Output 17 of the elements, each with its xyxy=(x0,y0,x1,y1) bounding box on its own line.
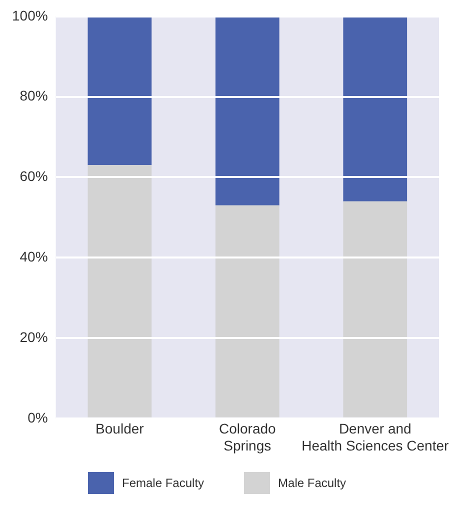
y-tick-label: 80% xyxy=(20,88,48,104)
y-tick-label: 40% xyxy=(20,248,48,264)
bar xyxy=(215,16,280,206)
bar xyxy=(88,165,152,418)
legend-label: Female Faculty xyxy=(122,476,204,490)
x-tick-label: Denver and Health Sciences Center xyxy=(302,420,450,454)
x-tick-label: Colorado Springs xyxy=(218,420,276,454)
bar xyxy=(88,16,152,166)
bar xyxy=(215,205,280,418)
y-tick-label: 100% xyxy=(12,7,48,24)
y-tick-label: 0% xyxy=(28,409,48,426)
x-tick-label: Boulder xyxy=(96,420,144,437)
y-tick-label: 60% xyxy=(20,168,48,184)
bar xyxy=(343,16,408,202)
legend-label: Male Faculty xyxy=(278,476,346,490)
bar xyxy=(343,201,408,418)
y-tick-label: 20% xyxy=(20,328,48,345)
